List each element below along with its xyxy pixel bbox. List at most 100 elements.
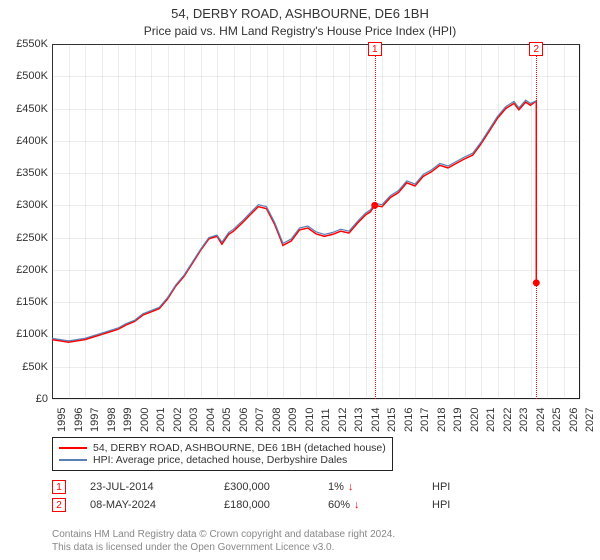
y-tick-label: £0 [0, 393, 48, 405]
x-tick-label: 2026 [568, 408, 580, 432]
x-tick-label: 2024 [535, 408, 547, 432]
grid-vertical [349, 44, 350, 399]
grid-vertical [366, 44, 367, 399]
grid-vertical [201, 44, 202, 399]
legend-item: HPI: Average price, detached house, Derb… [59, 454, 386, 466]
event-index-ref: HPI [432, 481, 462, 493]
x-tick-label: 2015 [386, 408, 398, 432]
grid-vertical [151, 44, 152, 399]
figure-root: 54, DERBY ROAD, ASHBOURNE, DE6 1BH Price… [0, 0, 600, 560]
grid-vertical [465, 44, 466, 399]
x-tick-label: 2006 [238, 408, 250, 432]
legend-swatch [59, 459, 87, 461]
event-marker-box-2: 2 [529, 42, 543, 56]
y-tick-label: £300K [0, 199, 48, 211]
x-tick-label: 2025 [551, 408, 563, 432]
y-tick-label: £100K [0, 328, 48, 340]
event-date: 08-MAY-2024 [90, 499, 200, 511]
grid-vertical [168, 44, 169, 399]
grid-vertical [415, 44, 416, 399]
event-price: £300,000 [224, 481, 304, 493]
event-date: 23-JUL-2014 [90, 481, 200, 493]
y-tick-label: £250K [0, 232, 48, 244]
y-tick-label: £500K [0, 70, 48, 82]
event-id-box: 2 [52, 498, 66, 512]
event-pct: 1%↓ [328, 481, 408, 493]
arrow-down-icon: ↓ [348, 481, 354, 493]
footnote-line-2: This data is licensed under the Open Gov… [52, 541, 395, 554]
grid-vertical [498, 44, 499, 399]
x-tick-label: 1997 [89, 408, 101, 432]
x-tick-label: 2000 [139, 408, 151, 432]
legend-swatch [59, 447, 87, 449]
x-tick-label: 2022 [502, 408, 514, 432]
x-tick-label: 2012 [337, 408, 349, 432]
y-tick-label: £450K [0, 103, 48, 115]
x-tick-label: 2021 [485, 408, 497, 432]
event-table-row: 2 08-MAY-2024 £180,000 60% ↓ HPI [52, 498, 462, 512]
event-table-row: 1 23-JUL-2014 £300,000 1%↓ HPI [52, 480, 462, 494]
x-tick-label: 2027 [584, 408, 596, 432]
x-tick-label: 2008 [271, 408, 283, 432]
x-tick-label: 2014 [370, 408, 382, 432]
event-marker-box-1: 1 [368, 42, 382, 56]
grid-vertical [52, 44, 53, 399]
grid-vertical [399, 44, 400, 399]
x-tick-label: 2011 [320, 408, 332, 432]
y-tick-label: £550K [0, 38, 48, 50]
events-table: 1 23-JUL-2014 £300,000 1%↓ HPI 2 08-MAY-2024 £1… [52, 480, 462, 516]
y-tick-label: £200K [0, 264, 48, 276]
grid-vertical [85, 44, 86, 399]
event-index-ref: HPI [432, 499, 462, 511]
event-id-box: 1 [52, 480, 66, 494]
grid-vertical [382, 44, 383, 399]
x-tick-label: 2020 [469, 408, 481, 432]
footnote-text: Contains HM Land Registry data © Crown c… [52, 528, 395, 554]
x-tick-label: 2010 [304, 408, 316, 432]
grid-vertical [267, 44, 268, 399]
grid-vertical [514, 44, 515, 399]
event-price: £180,000 [224, 499, 304, 511]
y-tick-label: £350K [0, 167, 48, 179]
x-tick-label: 1999 [122, 408, 134, 432]
grid-vertical [432, 44, 433, 399]
grid-vertical [217, 44, 218, 399]
grid-vertical [184, 44, 185, 399]
legend-label: 54, DERBY ROAD, ASHBOURNE, DE6 1BH (deta… [93, 442, 386, 454]
legend-label: HPI: Average price, detached house, Derb… [93, 454, 347, 466]
x-tick-label: 1998 [106, 408, 118, 432]
x-tick-label: 2003 [188, 408, 200, 432]
grid-vertical [316, 44, 317, 399]
grid-vertical [531, 44, 532, 399]
footnote-line-1: Contains HM Land Registry data © Crown c… [52, 528, 395, 541]
grid-vertical [300, 44, 301, 399]
grid-horizontal [52, 399, 580, 400]
x-tick-label: 2005 [221, 408, 233, 432]
x-tick-label: 2016 [403, 408, 415, 432]
x-tick-label: 2013 [353, 408, 365, 432]
grid-vertical [283, 44, 284, 399]
chart-area: £0£50K£100K£150K£200K£250K£300K£350K£400… [0, 0, 600, 560]
grid-vertical [547, 44, 548, 399]
arrow-down-icon: ↓ [354, 499, 360, 511]
legend-item: 54, DERBY ROAD, ASHBOURNE, DE6 1BH (deta… [59, 442, 386, 454]
grid-vertical [564, 44, 565, 399]
x-tick-label: 2019 [452, 408, 464, 432]
y-tick-label: £400K [0, 135, 48, 147]
legend-box: 54, DERBY ROAD, ASHBOURNE, DE6 1BH (deta… [52, 437, 393, 471]
event-pct-value: 60% [328, 499, 350, 511]
x-tick-label: 2004 [205, 408, 217, 432]
event-line-2 [536, 44, 537, 399]
x-tick-label: 2009 [287, 408, 299, 432]
grid-vertical [69, 44, 70, 399]
grid-vertical [135, 44, 136, 399]
x-tick-label: 2002 [172, 408, 184, 432]
grid-vertical [250, 44, 251, 399]
grid-vertical [102, 44, 103, 399]
x-tick-label: 2023 [518, 408, 530, 432]
grid-vertical [448, 44, 449, 399]
y-tick-label: £150K [0, 296, 48, 308]
x-tick-label: 1996 [73, 408, 85, 432]
grid-vertical [333, 44, 334, 399]
grid-vertical [481, 44, 482, 399]
